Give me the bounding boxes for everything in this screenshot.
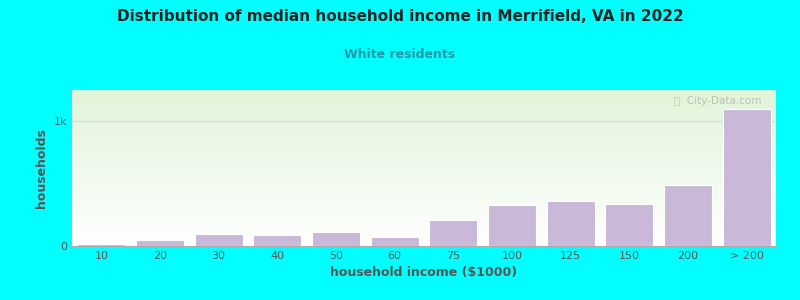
Bar xyxy=(430,220,478,246)
X-axis label: household income ($1000): household income ($1000) xyxy=(330,266,518,279)
Text: Distribution of median household income in Merrifield, VA in 2022: Distribution of median household income … xyxy=(117,9,683,24)
Bar xyxy=(664,185,712,246)
Bar xyxy=(546,201,594,246)
Bar xyxy=(606,204,654,246)
Y-axis label: households: households xyxy=(35,128,48,208)
Bar xyxy=(722,109,770,246)
Bar xyxy=(194,233,242,246)
Text: ⓘ  City-Data.com: ⓘ City-Data.com xyxy=(674,96,762,106)
Bar xyxy=(488,205,536,246)
Bar xyxy=(254,236,302,246)
Bar xyxy=(312,232,360,246)
Bar xyxy=(78,244,126,246)
Bar xyxy=(136,240,184,246)
Bar xyxy=(370,237,418,246)
Text: White residents: White residents xyxy=(345,48,455,61)
